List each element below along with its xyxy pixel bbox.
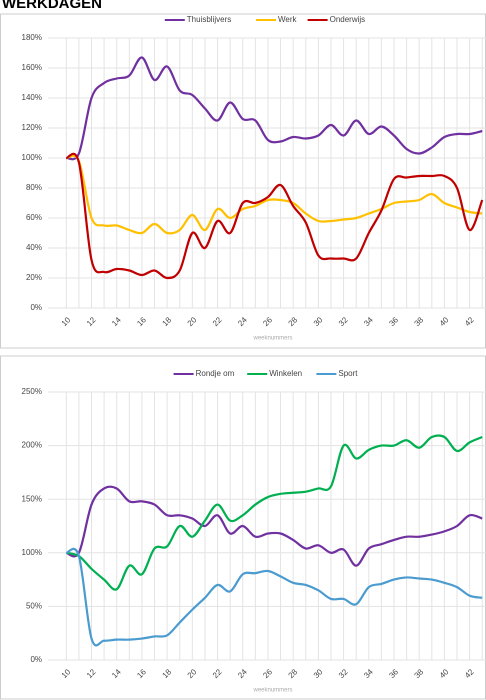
x-tick-label: 18 xyxy=(161,315,174,328)
x-tick-label: 22 xyxy=(211,315,224,328)
x-tick-label: 16 xyxy=(135,315,148,328)
y-tick-label: 180% xyxy=(22,33,42,42)
x-tick-label: 28 xyxy=(287,315,300,328)
x-tick-label: 36 xyxy=(387,667,400,680)
x-tick-label: 24 xyxy=(236,315,249,328)
x-tick-label: 20 xyxy=(186,667,199,680)
legend-label: Winkelen xyxy=(269,369,302,378)
x-tick-label: 38 xyxy=(413,315,426,328)
x-tick-label: 18 xyxy=(161,667,174,680)
x-axis-label: weeknummers xyxy=(252,688,292,694)
y-tick-label: 60% xyxy=(26,213,42,222)
x-tick-label: 26 xyxy=(261,667,274,680)
series-line xyxy=(65,56,483,161)
legend-label: Sport xyxy=(338,369,358,378)
series-line xyxy=(65,152,484,280)
y-tick-label: 100% xyxy=(22,153,42,162)
y-tick-label: 50% xyxy=(26,602,42,611)
x-tick-label: 10 xyxy=(60,315,73,328)
x-tick-label: 42 xyxy=(463,315,476,328)
y-tick-label: 150% xyxy=(22,494,42,503)
x-tick-label: 24 xyxy=(236,667,249,680)
x-tick-label: 14 xyxy=(110,315,123,328)
y-tick-label: 0% xyxy=(30,303,42,312)
y-tick-label: 140% xyxy=(22,93,42,102)
series-line xyxy=(65,485,483,567)
y-tick-label: 20% xyxy=(26,273,42,282)
x-tick-label: 40 xyxy=(438,315,451,328)
y-tick-label: 0% xyxy=(30,655,42,664)
x-tick-label: 16 xyxy=(135,667,148,680)
y-tick-label: 200% xyxy=(22,441,42,450)
x-tick-label: 10 xyxy=(60,667,73,680)
x-tick-label: 28 xyxy=(287,667,300,680)
x-tick-label: 34 xyxy=(362,315,375,328)
y-tick-label: 40% xyxy=(26,243,42,252)
y-tick-label: 100% xyxy=(22,548,42,557)
x-tick-label: 26 xyxy=(261,315,274,328)
page-title: WERKDAGEN xyxy=(2,0,102,12)
x-tick-label: 14 xyxy=(110,667,123,680)
x-tick-label: 12 xyxy=(85,667,98,680)
x-tick-label: 40 xyxy=(438,667,451,680)
y-tick-label: 80% xyxy=(26,183,42,192)
x-tick-label: 42 xyxy=(463,667,476,680)
series-line xyxy=(65,547,483,647)
y-tick-label: 120% xyxy=(22,123,42,132)
y-tick-label: 160% xyxy=(22,63,42,72)
series-line xyxy=(66,434,483,591)
legend-label: Thuisblijvers xyxy=(187,15,231,24)
x-tick-label: 38 xyxy=(413,667,426,680)
x-axis-label: weeknummers xyxy=(252,336,292,342)
x-tick-label: 34 xyxy=(362,667,375,680)
series-line xyxy=(66,154,483,235)
x-tick-label: 30 xyxy=(312,315,325,328)
x-tick-label: 36 xyxy=(387,315,400,328)
legend-label: Rondje om xyxy=(196,369,235,378)
x-tick-label: 12 xyxy=(85,315,98,328)
x-tick-label: 22 xyxy=(211,667,224,680)
y-tick-label: 250% xyxy=(22,387,42,396)
x-tick-label: 32 xyxy=(337,315,350,328)
legend-label: Onderwijs xyxy=(330,15,366,24)
x-tick-label: 32 xyxy=(337,667,350,680)
x-tick-label: 30 xyxy=(312,667,325,680)
legend-label: Werk xyxy=(278,15,298,24)
x-tick-label: 20 xyxy=(186,315,199,328)
